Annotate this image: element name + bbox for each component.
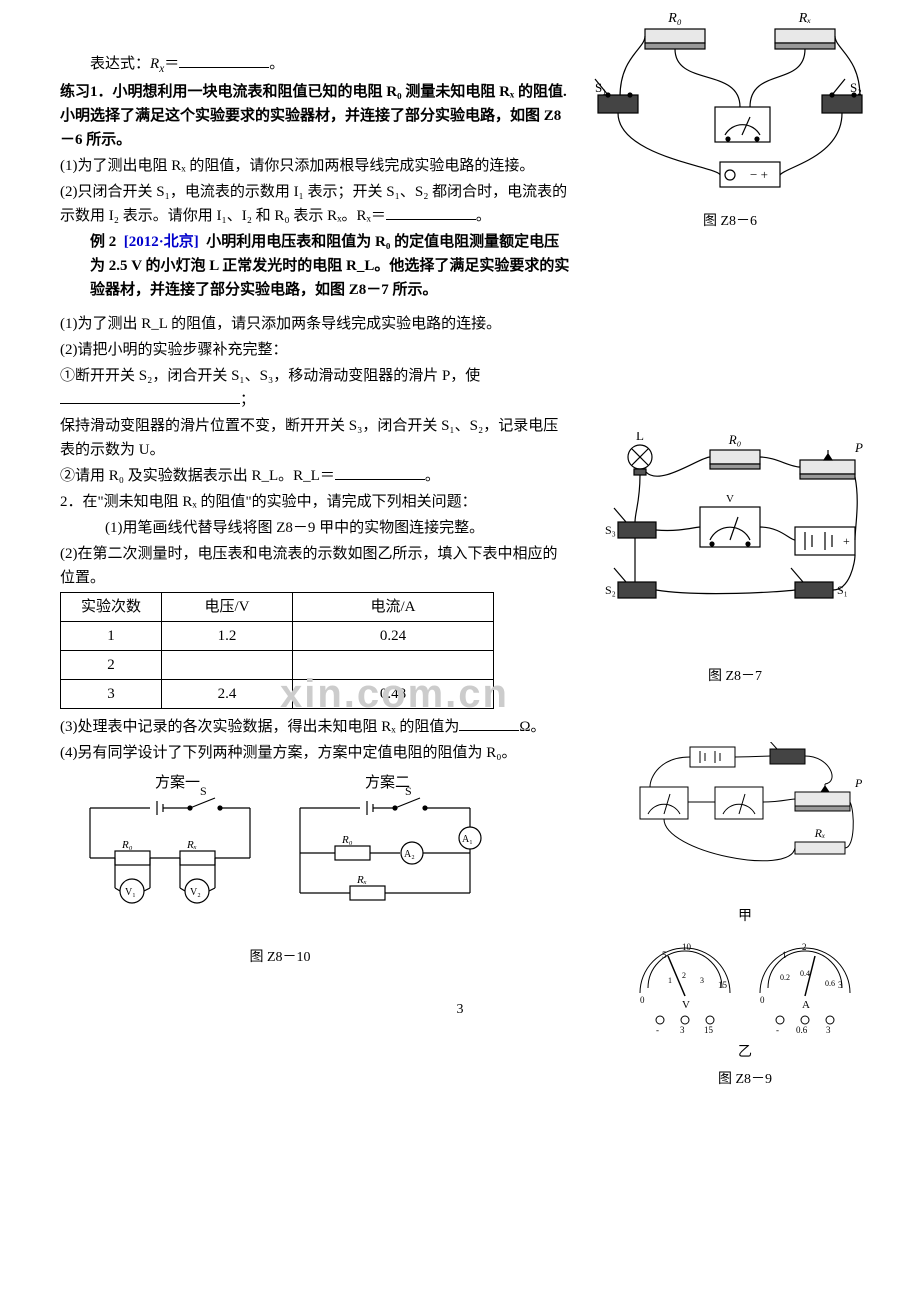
table-row: 0.24 bbox=[293, 622, 494, 651]
fig-z8-9-label: 图 Z8－9 bbox=[620, 1069, 870, 1091]
practice1: 练习1．小明想利用一块电流表和阻值已知的电阻 R₀ 测量未知电阻 Rₓ 的阻值.… bbox=[60, 80, 570, 152]
svg-text:方案一: 方案一 bbox=[155, 773, 200, 791]
svg-text:0: 0 bbox=[640, 995, 645, 1005]
svg-text:2: 2 bbox=[802, 942, 807, 952]
example2: 例 2 [2012·北京] 小明利用电压表和阻值为 R₀ 的定值电阻测量额定电压… bbox=[60, 230, 570, 302]
svg-text:3: 3 bbox=[838, 980, 843, 990]
table-row: 1 bbox=[61, 622, 162, 651]
svg-text:0.6: 0.6 bbox=[825, 979, 835, 988]
svg-text:15: 15 bbox=[704, 1025, 714, 1035]
fig-z8-10-label: 图 Z8－10 bbox=[60, 947, 500, 969]
problem2-q4: (4)另有同学设计了下列两种测量方案，方案中定值电阻的阻值为 R₀。 bbox=[60, 741, 570, 765]
table-row: 2 bbox=[61, 651, 162, 680]
figure-z8-6: R₀ Rₓ S₁ S₂ bbox=[590, 7, 870, 233]
svg-text:R₀: R₀ bbox=[728, 432, 741, 447]
svg-text:S₁: S₁ bbox=[595, 80, 607, 95]
svg-text:S: S bbox=[405, 784, 412, 798]
svg-text:3: 3 bbox=[680, 1025, 685, 1035]
example2-q1: (1)为了测出 R_L 的阻值，请只添加两条导线完成实验电路的连接。 bbox=[60, 312, 570, 336]
svg-text:15: 15 bbox=[718, 980, 728, 990]
svg-text:-: - bbox=[656, 1025, 659, 1035]
table-row: 1.2 bbox=[162, 622, 293, 651]
table-row bbox=[162, 651, 293, 680]
problem2-intro: 2．在"测未知电阻 Rₓ 的阻值"的实验中，请完成下列相关问题： bbox=[60, 490, 570, 514]
svg-text:S₃: S₃ bbox=[605, 523, 616, 537]
example2-step1: ①断开开关 S₂，闭合开关 S₁、S₃，移动滑动变阻器的滑片 P，使； bbox=[60, 364, 570, 412]
th-current: 电流/A bbox=[293, 593, 494, 622]
practice1-q1: (1)为了测出电阻 Rₓ 的阻值，请你只添加两根导线完成实验电路的连接。 bbox=[60, 154, 570, 178]
svg-text:方案二: 方案二 bbox=[365, 773, 410, 791]
svg-text:L: L bbox=[636, 432, 644, 443]
svg-text:5: 5 bbox=[662, 950, 667, 960]
svg-text:2: 2 bbox=[682, 971, 686, 980]
svg-text:0.4: 0.4 bbox=[800, 969, 810, 978]
svg-text:V₂: V₂ bbox=[190, 887, 201, 898]
example2-q2: (2)请把小明的实验步骤补充完整： bbox=[60, 338, 570, 362]
th-trial: 实验次数 bbox=[61, 593, 162, 622]
problem2-q3: (3)处理表中记录的各次实验数据，得出未知电阻 Rₓ 的阻值为Ω。 bbox=[60, 715, 570, 739]
svg-text:− +: − + bbox=[750, 167, 768, 182]
table-row: 3 bbox=[61, 680, 162, 709]
svg-text:S: S bbox=[200, 784, 207, 798]
svg-text:Rₓ: Rₓ bbox=[814, 826, 826, 840]
svg-text:V: V bbox=[726, 493, 734, 505]
svg-text:P: P bbox=[854, 440, 863, 455]
fig-z8-6-label: 图 Z8－6 bbox=[590, 211, 870, 233]
problem2-q2: (2)在第二次测量时，电压表和电流表的示数如图乙所示，填入下表中相应的位置。 bbox=[60, 542, 570, 590]
svg-text:Rₓ: Rₓ bbox=[186, 839, 197, 851]
data-table: 实验次数 电压/V 电流/A 1 1.2 0.24 2 3 2.4 0.48 bbox=[60, 592, 494, 709]
svg-text:0.6: 0.6 bbox=[796, 1025, 808, 1035]
svg-text:S₂: S₂ bbox=[850, 80, 862, 95]
svg-text:1: 1 bbox=[782, 950, 787, 960]
svg-text:R₀: R₀ bbox=[121, 839, 133, 851]
svg-text:3: 3 bbox=[700, 976, 704, 985]
svg-text:V₁: V₁ bbox=[125, 887, 136, 898]
svg-text:+: + bbox=[843, 534, 850, 548]
example2-keep: 保持滑动变阻器的滑片位置不变，断开开关 S₃，闭合开关 S₁、S₂，记录电压表的… bbox=[60, 414, 570, 462]
svg-text:Rₓ: Rₓ bbox=[356, 874, 367, 886]
figure-z8-7: L R₀ P V bbox=[600, 432, 870, 688]
table-row: 0.48 bbox=[293, 680, 494, 709]
svg-text:S₁: S₁ bbox=[837, 583, 848, 597]
svg-text:1: 1 bbox=[668, 976, 672, 985]
svg-text:0: 0 bbox=[760, 995, 765, 1005]
svg-text:10: 10 bbox=[682, 942, 692, 952]
svg-text:V: V bbox=[682, 999, 690, 1011]
svg-text:Rₓ: Rₓ bbox=[798, 11, 812, 26]
fig-z8-9-label-b: 乙 bbox=[620, 1042, 870, 1064]
svg-text:P: P bbox=[854, 776, 863, 790]
example2-step2: ②请用 R₀ 及实验数据表示出 R_L。R_L＝。 bbox=[60, 464, 570, 488]
table-row bbox=[293, 651, 494, 680]
fig-z8-7-label: 图 Z8－7 bbox=[600, 666, 870, 688]
svg-text:-: - bbox=[776, 1025, 779, 1035]
practice1-q2: (2)只闭合开关 S₁，电流表的示数用 I₁ 表示；开关 S₁、S₂ 都闭合时，… bbox=[60, 180, 570, 228]
svg-text:3: 3 bbox=[826, 1025, 831, 1035]
svg-text:0.2: 0.2 bbox=[780, 973, 790, 982]
problem2-q1: (1)用笔画线代替导线将图 Z8－9 甲中的实物图连接完整。 bbox=[60, 516, 570, 540]
svg-text:R₀: R₀ bbox=[341, 834, 353, 846]
figure-z8-9: P Rₓ 甲 0 bbox=[620, 742, 870, 1091]
expression-line: 表达式：Rx＝。 bbox=[60, 52, 570, 78]
svg-text:R₀: R₀ bbox=[667, 11, 682, 26]
figure-z8-10: 方案一 S R₀ Rₓ V₁ bbox=[60, 773, 570, 969]
th-voltage: 电压/V bbox=[162, 593, 293, 622]
svg-text:A₁: A₁ bbox=[462, 834, 473, 845]
svg-text:A: A bbox=[802, 999, 810, 1011]
svg-text:S₂: S₂ bbox=[605, 583, 616, 597]
table-row: 2.4 bbox=[162, 680, 293, 709]
svg-text:A₂: A₂ bbox=[404, 849, 415, 860]
fig-z8-9-label-a: 甲 bbox=[620, 906, 870, 928]
